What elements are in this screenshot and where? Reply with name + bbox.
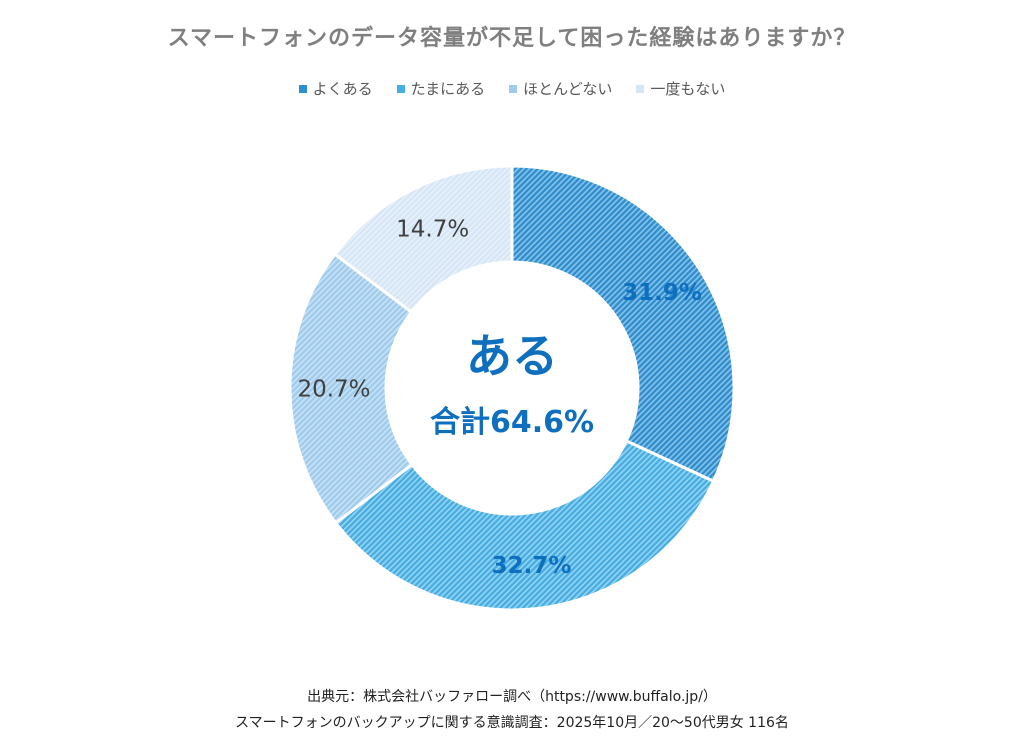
legend-swatch-rarely: [509, 84, 518, 93]
legend-swatch-sometimes: [396, 84, 405, 93]
center-label: ある: [466, 329, 558, 383]
data-label-rarely: 20.7%: [297, 377, 370, 403]
legend-item-sometimes: たまにある: [396, 78, 486, 99]
slice-rarely: [288, 252, 415, 526]
slice-never: [332, 164, 514, 315]
donut-chart: 31.9% 32.7% 20.7% 14.7% ある 合計64.6%: [288, 164, 736, 612]
legend-swatch-never: [636, 84, 645, 93]
data-label-often: 31.9%: [622, 280, 702, 306]
footer-source: 出典元：株式会社バッファロー調べ（https://www.buffalo.jp/…: [307, 689, 717, 705]
legend-item-often: よくある: [298, 78, 373, 99]
slice-often: [510, 164, 736, 484]
data-label-never: 14.7%: [396, 217, 469, 243]
center-sub-label: 合計64.6%: [430, 405, 594, 440]
legend-label-often: よくある: [312, 80, 373, 98]
chart-title: スマートフォンのデータ容量が不足して困った経験はありますか？: [167, 26, 857, 51]
legend-label-sometimes: たまにある: [410, 80, 486, 98]
slice-sometimes: [333, 438, 716, 612]
legend-item-rarely: ほとんどない: [509, 78, 612, 99]
legend-label-never: 一度もない: [650, 80, 726, 98]
legend-label-rarely: ほとんどない: [523, 80, 613, 98]
legend-item-never: 一度もない: [636, 78, 725, 99]
footer-survey: スマートフォンのバックアップに関する意識調査：2025年10月／20～50代男女…: [235, 715, 789, 731]
legend-swatch-often: [298, 84, 307, 93]
data-label-sometimes: 32.7%: [492, 553, 572, 579]
chart-legend: よくある たまにある ほとんどない 一度もない: [0, 78, 1024, 99]
